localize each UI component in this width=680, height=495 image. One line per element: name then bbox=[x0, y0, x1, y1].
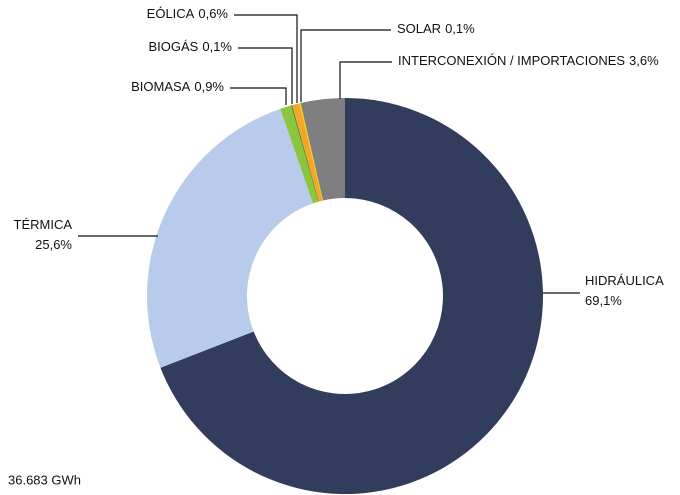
leader-line bbox=[339, 61, 392, 99]
category-label: EÓLICA bbox=[147, 6, 195, 21]
slice-label: BIOGÁS 0,1% bbox=[149, 39, 233, 54]
donut-slice bbox=[299, 103, 324, 201]
donut-slice bbox=[292, 103, 323, 202]
category-label: SOLAR bbox=[397, 21, 441, 36]
donut-slice bbox=[160, 98, 543, 494]
value-label: 3,6% bbox=[629, 53, 659, 68]
category-label: BIOGÁS bbox=[149, 39, 199, 54]
value-label: 0,1% bbox=[202, 39, 232, 54]
category-label: INTERCONEXIÓN / IMPORTACIONES bbox=[398, 53, 625, 68]
donut-slice bbox=[290, 105, 319, 202]
slice-label: BIOMASA 0,9% bbox=[131, 79, 224, 94]
value-label: 0,1% bbox=[445, 21, 475, 36]
value-label: 25,6% bbox=[35, 237, 72, 252]
leader-line bbox=[238, 47, 293, 104]
category-label: TÉRMICA bbox=[14, 217, 73, 232]
value-label: 0,6% bbox=[198, 6, 228, 21]
leader-line bbox=[300, 29, 391, 102]
donut-slice bbox=[280, 105, 319, 204]
category-label: HIDRÁULICA bbox=[585, 273, 664, 288]
donut-slice bbox=[300, 98, 345, 201]
category-label: BIOMASA bbox=[131, 79, 191, 94]
slice-label: INTERCONEXIÓN / IMPORTACIONES 3,6% bbox=[398, 53, 659, 68]
leader-line bbox=[230, 87, 287, 105]
slice-label: TÉRMICA 25,6% bbox=[14, 217, 73, 252]
donut-slice bbox=[146, 108, 313, 368]
value-label: 69,1% bbox=[585, 293, 622, 308]
value-label: 0,9% bbox=[194, 79, 224, 94]
slice-label: EÓLICA 0,6% bbox=[147, 6, 229, 21]
slice-label: HIDRÁULICA 69,1% bbox=[585, 273, 664, 308]
total-annotation: 36.683 GWh bbox=[8, 472, 81, 487]
leader-line bbox=[234, 14, 298, 103]
slice-label: SOLAR 0,1% bbox=[397, 21, 475, 36]
